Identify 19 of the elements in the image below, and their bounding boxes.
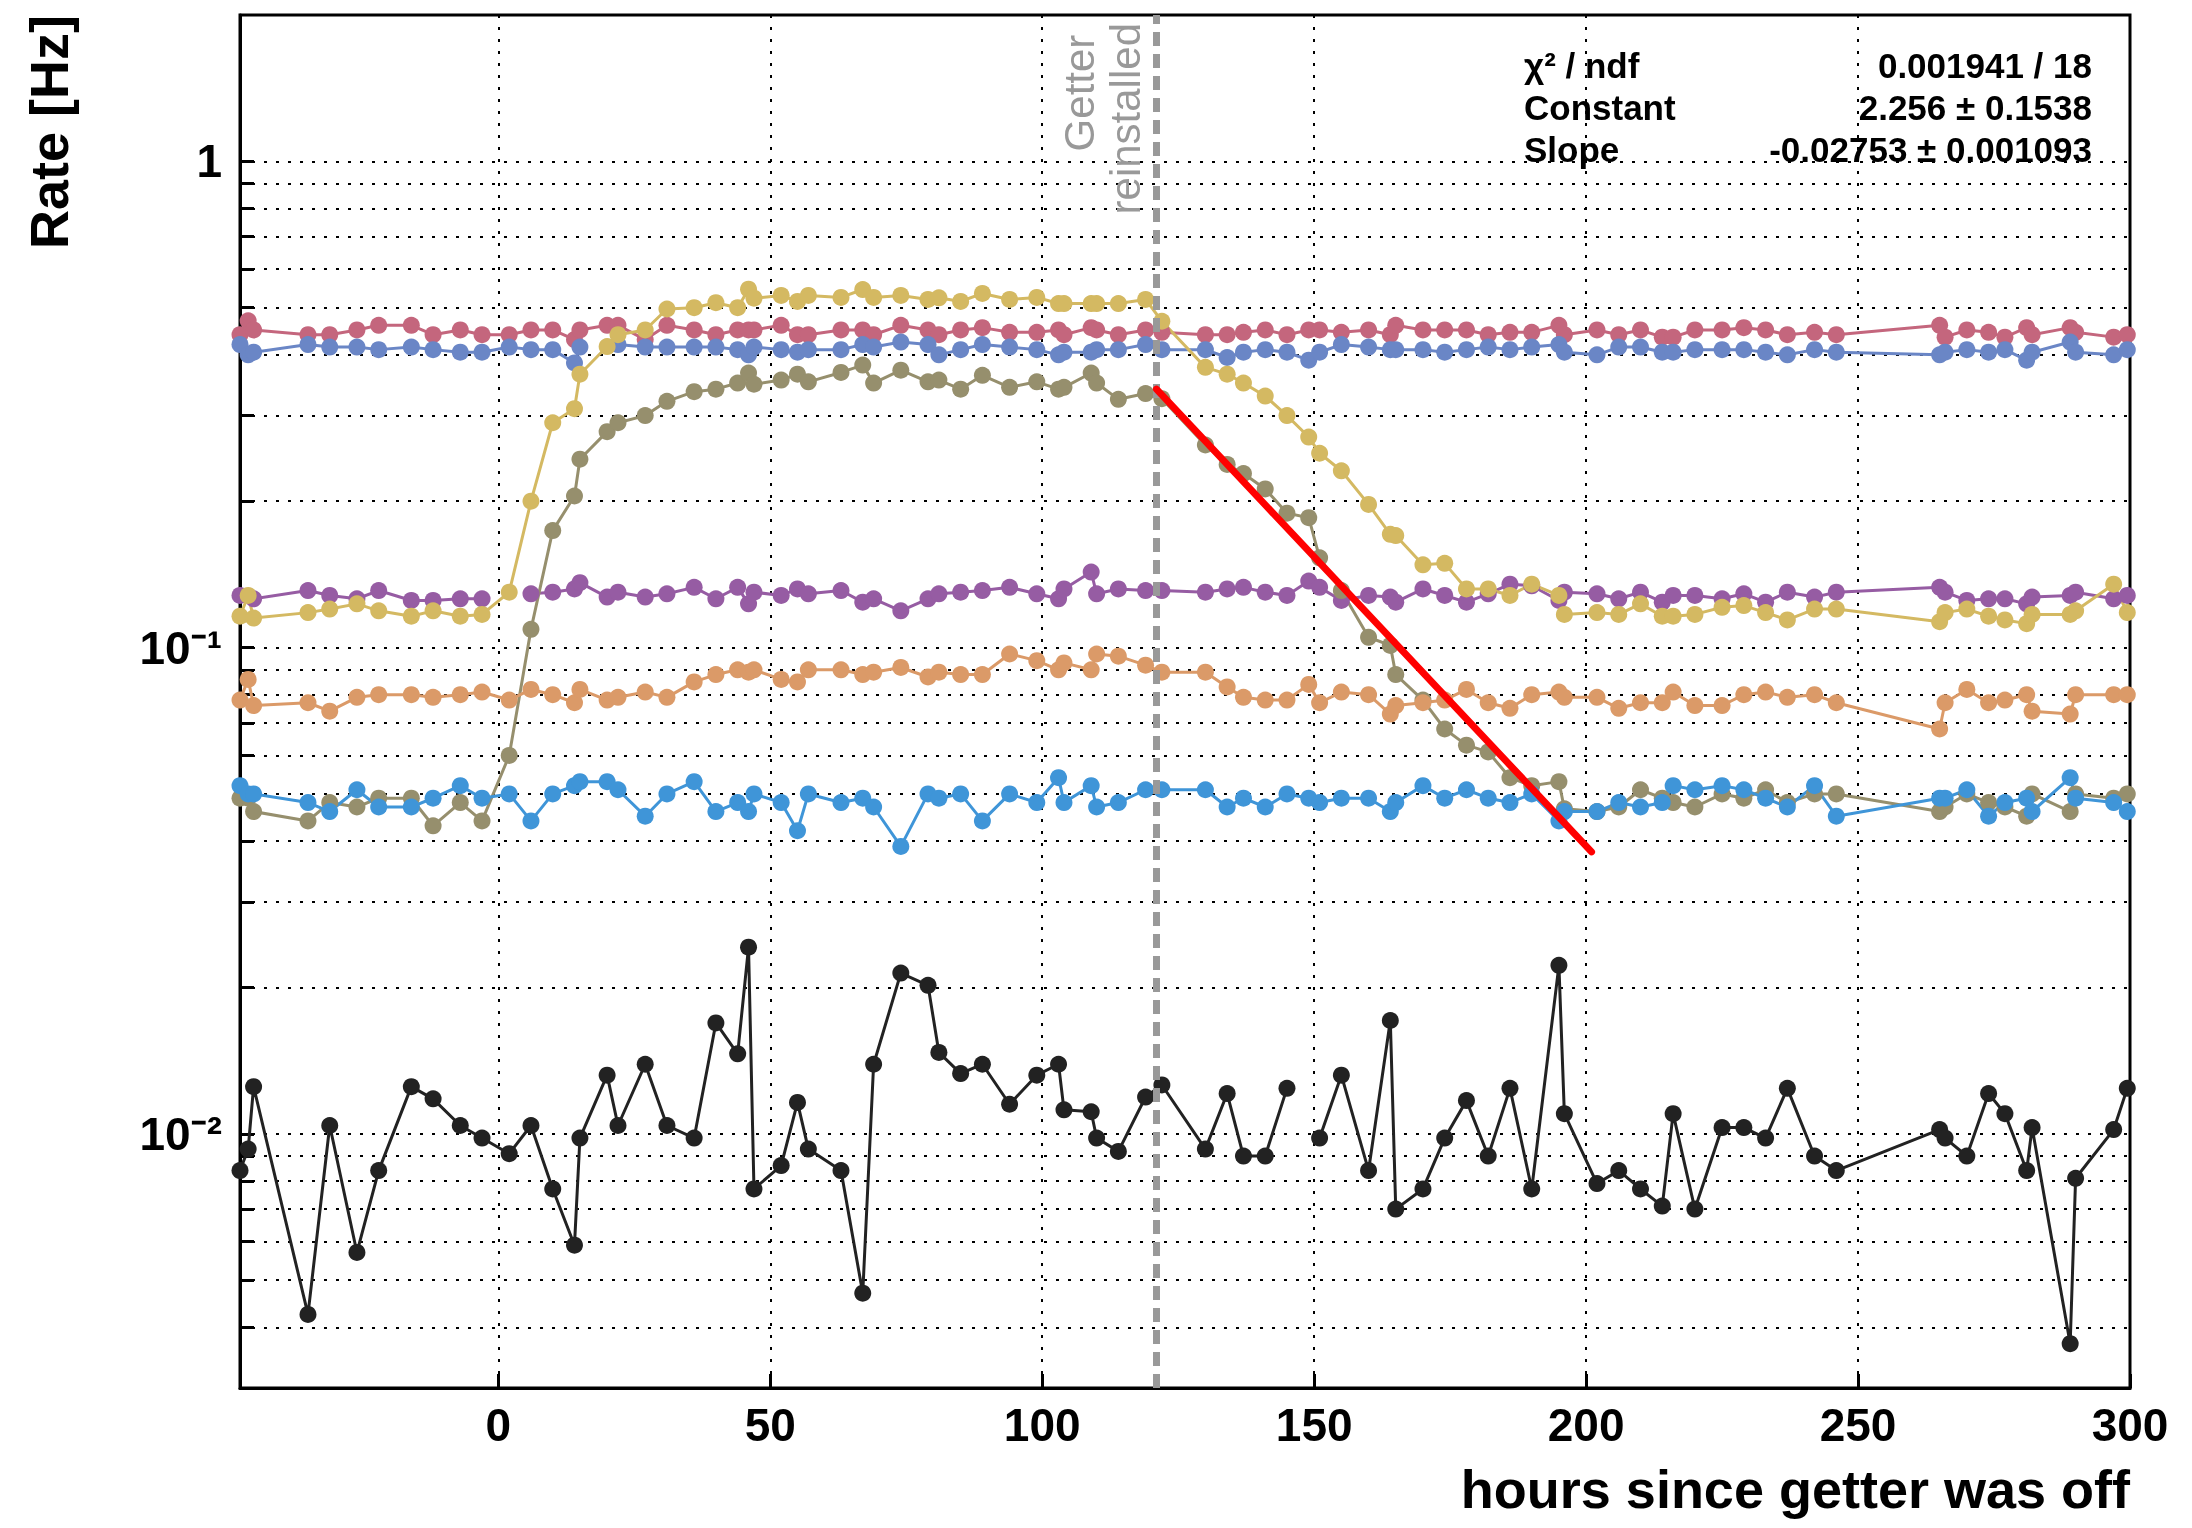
annotation: 0.001941 / 18 xyxy=(1877,46,2093,85)
x-tick-label: 250 xyxy=(1819,1399,1897,1451)
annotation: Slope xyxy=(1524,130,1620,169)
annotation: -0.02753 ± 0.001093 xyxy=(1769,130,2092,169)
y-tick-label: 10⁻² xyxy=(139,1107,222,1160)
ref-line-label: Getter reinstalled xyxy=(1055,23,1149,215)
annotation: χ² / ndf xyxy=(1524,46,1640,85)
x-tick-label: 0 xyxy=(485,1399,512,1451)
x-tick-label: 150 xyxy=(1275,1399,1353,1451)
annotation: 2.256 ± 0.1538 xyxy=(1858,88,2092,127)
y-tick-label: 10⁻¹ xyxy=(139,621,222,674)
annotation: Constant xyxy=(1524,88,1676,127)
x-tick-label: 200 xyxy=(1547,1399,1625,1451)
x-axis-title: hours since getter was off xyxy=(1460,1459,2132,1519)
y-tick-label: 1 xyxy=(196,135,222,188)
x-tick-label: 100 xyxy=(1003,1399,1081,1451)
y-axis-title: Rate [Hz] xyxy=(19,15,79,250)
x-tick-label: 50 xyxy=(744,1399,796,1451)
x-tick-label: 300 xyxy=(2091,1399,2169,1451)
